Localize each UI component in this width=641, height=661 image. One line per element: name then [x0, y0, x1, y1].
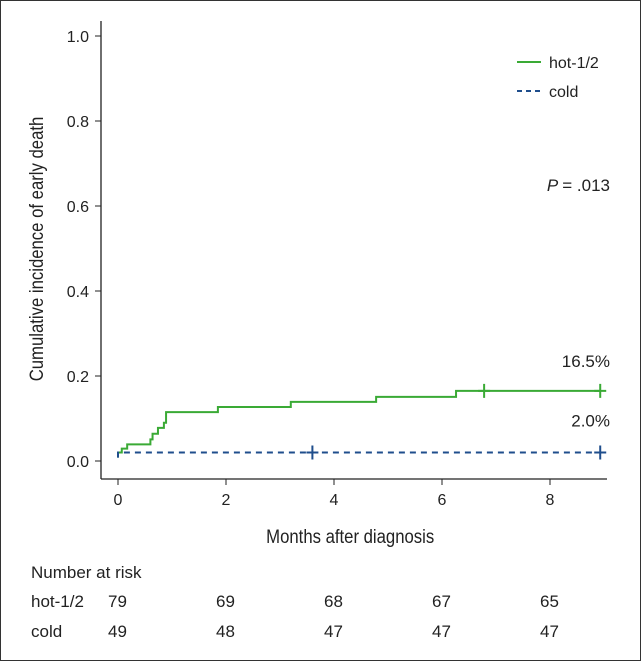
legend-label: cold [549, 84, 578, 101]
risk-value: 47 [324, 622, 343, 641]
risk-value: 65 [540, 592, 559, 611]
y-tick-label: 0.8 [67, 114, 89, 131]
legend-label: hot-1/2 [549, 55, 599, 72]
x-tick-label: 2 [222, 492, 231, 509]
risk-value: 68 [324, 592, 343, 611]
x-axis-label: Months after diagnosis [266, 526, 434, 547]
y-axis-label: Cumulative incidence of early death [26, 117, 47, 382]
end-label: 16.5% [562, 352, 610, 371]
y-tick-label: 0.2 [67, 369, 89, 386]
censor-mark [594, 445, 607, 460]
censor-mark [478, 383, 491, 398]
end-label: 2.0% [571, 412, 610, 431]
y-tick-label: 1.0 [67, 29, 89, 46]
risk-value: 49 [108, 622, 127, 641]
x-tick-label: 8 [546, 492, 555, 509]
censor-mark [306, 445, 319, 460]
x-tick-label: 6 [438, 492, 447, 509]
censor-mark [594, 383, 607, 398]
risk-value: 69 [216, 592, 235, 611]
risk-value: 47 [432, 622, 451, 641]
p-value: P = .013 [547, 176, 610, 195]
y-tick-label: 0.0 [67, 454, 89, 471]
risk-table-title: Number at risk [31, 563, 142, 582]
risk-value: 48 [216, 622, 235, 641]
y-tick-label: 0.4 [67, 284, 89, 301]
risk-value: 47 [540, 622, 559, 641]
risk-row-label: cold [31, 622, 63, 641]
series-line-cold [117, 451, 601, 458]
risk-value: 79 [108, 592, 127, 611]
risk-value: 67 [432, 592, 451, 611]
x-tick-label: 4 [330, 492, 339, 509]
x-tick-label: 0 [114, 492, 123, 509]
series-line-hot-1/2 [117, 389, 601, 458]
risk-row-label: hot-1/2 [31, 592, 84, 611]
y-tick-label: 0.6 [67, 199, 89, 216]
km-plot: 0.0 0.2 0.4 0.6 0.8 1.0 0 2 4 6 8 Months after diag… [26, 21, 610, 547]
